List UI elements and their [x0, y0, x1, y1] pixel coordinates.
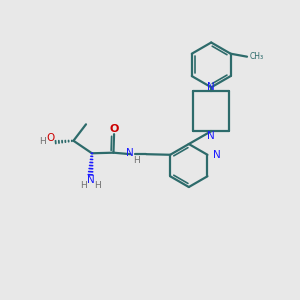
Text: O: O	[46, 133, 54, 143]
Text: CH₃: CH₃	[249, 52, 263, 61]
Text: H: H	[39, 136, 46, 146]
Text: N: N	[87, 175, 94, 185]
Text: H: H	[80, 181, 86, 190]
Text: O: O	[110, 124, 119, 134]
Text: N: N	[212, 150, 220, 160]
Text: N: N	[207, 82, 215, 92]
Text: N: N	[207, 131, 215, 141]
Text: H: H	[94, 181, 101, 190]
Text: N: N	[126, 148, 134, 158]
Text: H: H	[133, 156, 140, 165]
